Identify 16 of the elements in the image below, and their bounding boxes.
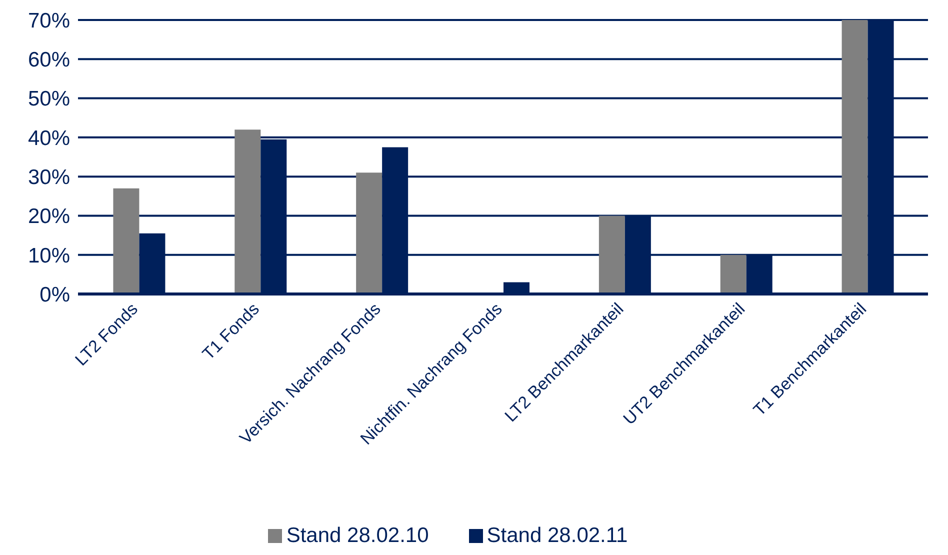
y-tick-label: 0% xyxy=(40,283,70,306)
y-tick-label: 50% xyxy=(28,88,70,111)
bar xyxy=(113,188,140,294)
y-tick-label: 70% xyxy=(28,9,70,32)
y-tick-label: 30% xyxy=(28,166,70,190)
bar xyxy=(598,216,625,294)
y-tick-label: 40% xyxy=(28,126,70,150)
bar xyxy=(234,130,261,294)
bar xyxy=(720,254,746,294)
y-tick-label: 20% xyxy=(28,205,70,228)
legend-label: Stand 28.02.11 xyxy=(486,524,628,547)
bar xyxy=(356,172,382,294)
bar xyxy=(842,20,868,294)
legend-label: Stand 28.02.10 xyxy=(286,524,429,547)
y-tick-label: 60% xyxy=(28,48,70,72)
y-tick-label: 10% xyxy=(28,244,70,268)
